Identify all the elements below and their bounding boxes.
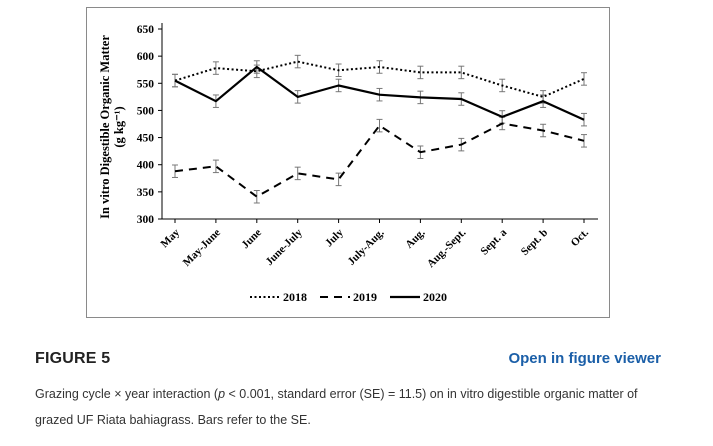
x-tick-label: Sept. a bbox=[478, 226, 509, 257]
y-tick-label: 650 bbox=[137, 24, 155, 36]
x-tick-label: June-July bbox=[263, 226, 305, 268]
y-tick-label: 600 bbox=[137, 51, 155, 63]
x-tick-label: Aug. bbox=[403, 226, 427, 250]
series-line-2018 bbox=[174, 60, 585, 98]
legend-label-2018: 2018 bbox=[283, 290, 307, 304]
x-tick-label: Sept. b bbox=[519, 227, 550, 258]
y-axis-title-line2: (g kg⁻¹) bbox=[112, 106, 126, 147]
x-tick-label: July-Aug. bbox=[345, 226, 386, 267]
caption-text-start: Grazing cycle × year interaction ( bbox=[35, 387, 219, 401]
legend-label-2020: 2020 bbox=[423, 290, 447, 304]
figure-caption: Grazing cycle × year interaction (p < 0.… bbox=[35, 381, 675, 433]
series-line-2019 bbox=[174, 122, 585, 198]
figure-frame: 300 350 400 450 500 550 600 650 May May-June June J… bbox=[86, 7, 610, 318]
y-tick-label: 450 bbox=[137, 133, 155, 145]
y-tick-label: 300 bbox=[137, 214, 155, 226]
y-tick-label: 550 bbox=[137, 78, 155, 90]
x-tick-label: May bbox=[159, 226, 183, 250]
x-tick-label: May-June bbox=[181, 227, 223, 269]
caption-p-italic: p bbox=[218, 387, 226, 401]
y-tick-label: 350 bbox=[137, 187, 155, 199]
figure-label: FIGURE 5 bbox=[35, 350, 111, 367]
x-tick-label: Aug.-Sept. bbox=[425, 226, 469, 270]
y-tick-label: 400 bbox=[137, 160, 155, 172]
x-tick-label: Oct. bbox=[569, 226, 592, 249]
legend-label-2019: 2019 bbox=[353, 290, 377, 304]
y-tick-label: 500 bbox=[137, 105, 155, 117]
x-tick-label: June bbox=[239, 227, 264, 252]
caption-text-end: < 0.001, standard error (SE) = 11.5) on … bbox=[35, 387, 638, 427]
x-tick-label: July bbox=[323, 226, 346, 249]
y-axis-title-line1: In vitro Digestible Organic Matter bbox=[98, 35, 112, 219]
open-figure-viewer-link[interactable]: Open in figure viewer bbox=[508, 350, 661, 367]
series-line-2020 bbox=[174, 65, 585, 121]
